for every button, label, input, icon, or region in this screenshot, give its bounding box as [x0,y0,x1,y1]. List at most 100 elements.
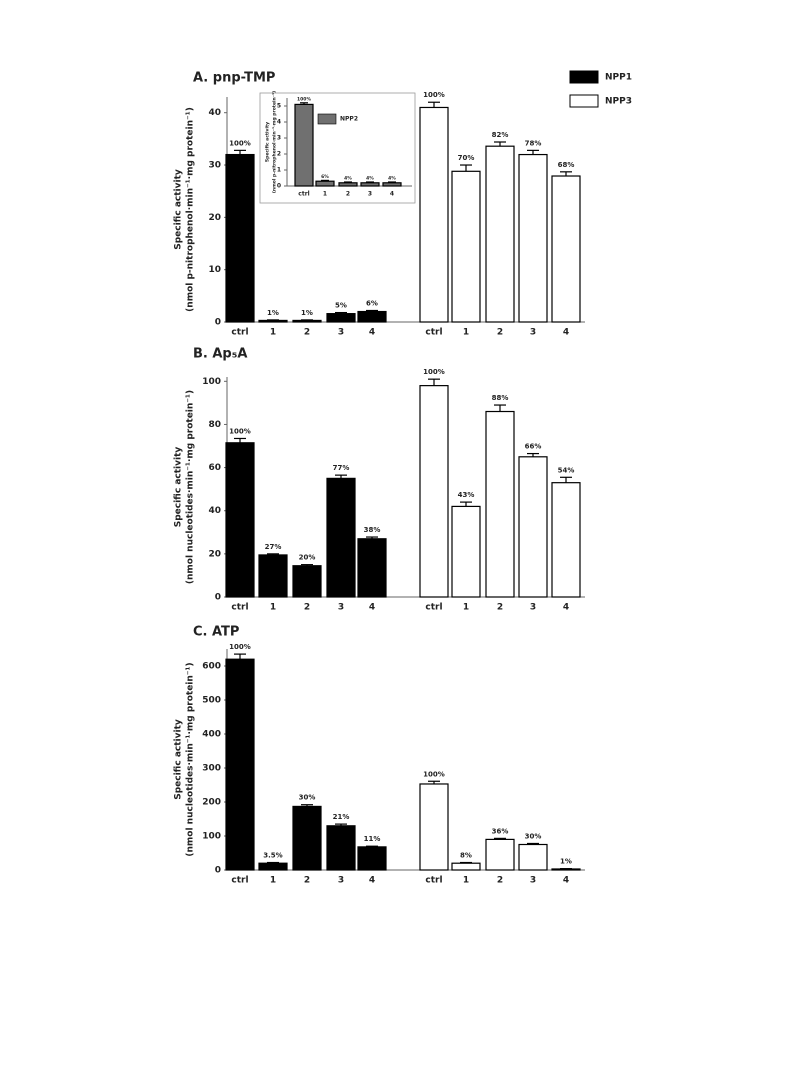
bar-annotation: 6% [366,299,378,307]
y-tick-label: 400 [202,730,221,740]
bar-annotation: 30% [525,832,542,840]
x-tick-label: ctrl [231,603,248,613]
x-tick-label: 4 [563,328,569,338]
bar-annotation: 3.5% [263,852,282,860]
x-tick-label: ctrl [231,328,248,338]
x-tick-label: ctrl [231,876,248,886]
x-tick-label: 2 [497,876,503,886]
bar [326,477,356,598]
x-tick-label: ctrl [425,328,442,338]
legend-label: NPP1 [605,73,632,83]
bar-annotation: 66% [525,443,542,451]
x-tick-label: 2 [304,603,310,613]
bar [292,565,322,598]
x-tick-label: 2 [497,328,503,338]
x-tick-label: 4 [563,603,569,613]
bar-annotation: 8% [460,852,472,860]
bar [485,145,515,323]
y-axis-label: (nmol p-nitrophenol·min⁻¹·mg protein⁻¹) [272,91,278,193]
y-tick-label: 100 [202,832,221,842]
bar [292,319,322,323]
y-tick-label: 300 [202,764,221,774]
bar [551,482,581,598]
bar-annotation: 27% [265,543,282,551]
bar [225,442,255,598]
legend-swatch [569,70,599,84]
legend-swatch [317,113,337,125]
bar [451,862,481,871]
bar-annotation: 36% [492,827,509,835]
y-tick-label: 10 [208,265,221,275]
x-tick-label: ctrl [298,191,309,198]
y-axis-label: Specific activity [265,122,271,162]
x-tick-label: 1 [463,876,469,886]
chart-title: B. Ap₅A [193,347,248,362]
bar [338,182,358,187]
bar [382,182,402,187]
bar-annotation: 70% [458,154,475,162]
y-tick-label: 500 [202,696,221,706]
y-tick-label: 30 [208,161,221,171]
bar [419,106,449,323]
bar-annotation: 100% [423,770,445,778]
x-tick-label: 1 [270,876,276,886]
x-tick-label: 1 [323,191,327,198]
y-tick-label: 3 [277,135,281,142]
bar [451,505,481,598]
x-tick-label: ctrl [425,603,442,613]
x-tick-label: 3 [338,328,344,338]
y-tick-label: 0 [215,593,221,603]
y-tick-label: 20 [208,549,221,559]
bar-annotation: 1% [560,858,572,866]
bar-annotation: 1% [301,309,313,317]
bar [451,170,481,323]
x-tick-label: 2 [304,328,310,338]
bar [326,825,356,871]
y-axis-label: Specific activity [174,719,184,800]
x-tick-label: 3 [368,191,372,198]
bar [292,805,322,871]
bar [357,310,387,323]
y-tick-label: 1 [277,167,281,174]
x-tick-label: 1 [270,328,276,338]
y-tick-label: 0 [215,318,221,328]
x-tick-label: 1 [463,603,469,613]
bar [485,838,515,871]
bar [518,843,548,871]
bar [258,862,288,871]
bar-annotation: 11% [364,835,381,843]
y-axis-label: (nmol nucleotides·min⁻¹·mg protein⁻¹) [186,662,196,856]
x-tick-label: 2 [304,876,310,886]
x-tick-label: 4 [369,603,375,613]
y-tick-label: 4 [277,119,281,126]
chart-title: A. pnp-TMP [193,71,275,86]
y-tick-label: 40 [208,108,221,118]
bar [419,783,449,871]
y-tick-label: 200 [202,798,221,808]
bar [551,175,581,323]
bar [294,103,314,187]
x-tick-label: ctrl [425,876,442,886]
bar-annotation: 100% [423,368,445,376]
legend-label: NPP2 [340,116,358,123]
x-tick-label: 4 [369,876,375,886]
y-axis-label: Specific activity [174,169,184,250]
y-axis-label: Specific activity [174,447,184,528]
bar-annotation: 4% [388,176,396,182]
bar-annotation: 82% [492,131,509,139]
bar-annotation: 78% [525,139,542,147]
x-tick-label: 1 [463,328,469,338]
bar [258,554,288,598]
bar [225,658,255,871]
y-tick-label: 20 [208,213,221,223]
legend-label: NPP3 [605,97,632,107]
bar [360,182,380,187]
bar-annotation: 20% [299,554,316,562]
bar [326,313,356,323]
y-tick-label: 2 [277,151,281,158]
bar-annotation: 1% [267,309,279,317]
bar-annotation: 4% [344,176,352,182]
x-tick-label: 4 [563,876,569,886]
x-tick-label: 3 [530,876,536,886]
